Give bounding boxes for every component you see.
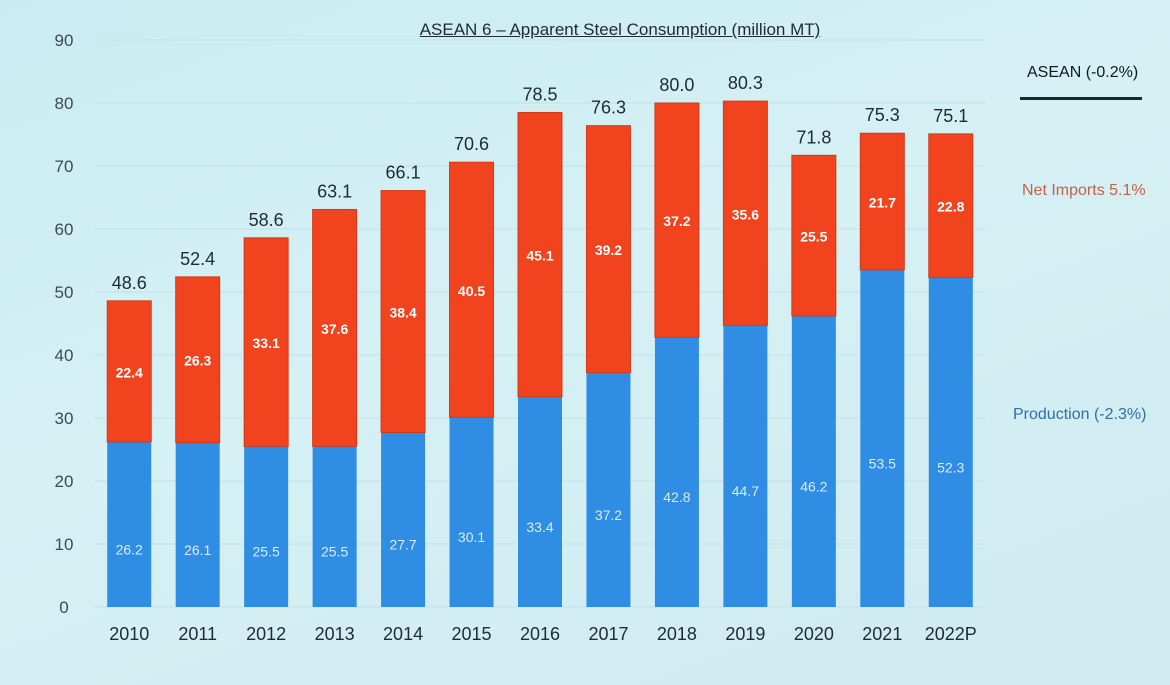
- imports-value-label: 22.8: [937, 199, 964, 215]
- imports-value-label: 33.1: [253, 335, 280, 351]
- production-value-label: 26.1: [184, 542, 211, 558]
- bar-net-imports: [243, 237, 289, 447]
- total-value-label: 48.6: [112, 273, 147, 293]
- legend-total: ASEAN (-0.2%): [1027, 64, 1139, 81]
- y-tick-label: 30: [55, 409, 74, 428]
- y-tick-label: 60: [55, 220, 74, 239]
- x-tick-label: 2017: [588, 624, 628, 644]
- production-value-label: 46.2: [800, 478, 827, 494]
- imports-value-label: 37.2: [663, 213, 690, 229]
- bar-net-imports: [517, 111, 563, 398]
- y-tick-label: 0: [59, 598, 68, 617]
- production-value-label: 42.8: [663, 489, 690, 505]
- x-tick-label: 2010: [109, 624, 149, 644]
- y-tick-label: 20: [55, 472, 74, 491]
- imports-value-label: 26.3: [184, 353, 211, 369]
- production-value-label: 33.4: [526, 519, 553, 535]
- total-value-label: 80.0: [659, 75, 694, 95]
- bar-production: [928, 277, 973, 607]
- bar-net-imports: [449, 161, 495, 418]
- bar-net-imports: [585, 125, 631, 374]
- y-tick-label: 10: [55, 535, 74, 554]
- bar-net-imports: [175, 276, 221, 444]
- total-value-label: 63.1: [317, 181, 352, 201]
- bar-production: [654, 337, 699, 607]
- production-value-label: 25.5: [321, 544, 348, 560]
- y-tick-label: 80: [55, 94, 74, 113]
- bar-net-imports: [791, 154, 837, 317]
- production-value-label: 30.1: [458, 529, 485, 545]
- legend-production: Production (-2.3%): [1013, 406, 1147, 423]
- total-value-label: 75.1: [933, 106, 968, 126]
- x-tick-label: 2015: [452, 624, 492, 644]
- imports-value-label: 35.6: [732, 206, 759, 222]
- bar-production: [518, 396, 562, 607]
- total-value-label: 78.5: [522, 84, 557, 104]
- production-value-label: 37.2: [595, 507, 622, 523]
- bar-production: [723, 325, 768, 607]
- imports-value-label: 21.7: [869, 195, 896, 211]
- production-value-label: 44.7: [732, 483, 759, 499]
- x-tick-label: 2013: [315, 624, 355, 644]
- total-value-label: 58.6: [249, 210, 284, 230]
- total-value-label: 71.8: [796, 127, 831, 147]
- x-tick-label: 2016: [520, 624, 560, 644]
- imports-value-label: 40.5: [458, 283, 485, 299]
- x-tick-label: 2011: [178, 624, 217, 644]
- imports-value-label: 45.1: [526, 248, 553, 264]
- imports-value-label: 38.4: [389, 305, 416, 321]
- chart-title: ASEAN 6 – Apparent Steel Consumption (mi…: [419, 20, 821, 39]
- bar-production: [107, 441, 152, 607]
- x-tick-label: 2014: [383, 624, 423, 644]
- bar-production: [449, 417, 494, 607]
- x-tick-label: 2021: [862, 624, 902, 644]
- bar-net-imports: [380, 190, 426, 433]
- production-value-label: 53.5: [869, 455, 896, 471]
- imports-value-label: 39.2: [595, 242, 622, 258]
- bar-production: [175, 442, 220, 607]
- bar-net-imports: [312, 208, 358, 447]
- imports-value-label: 37.6: [321, 321, 348, 337]
- bar-chart-svg: 0 10 20 30 40 50 60 70 80 90 26.2 22.4 48.6 2010 26.1 2…: [55, 31, 985, 644]
- imports-value-label: 22.4: [116, 364, 143, 380]
- legend-total-underline: [1020, 97, 1142, 100]
- x-tick-label: 2018: [657, 624, 697, 644]
- y-tick-label: 50: [55, 283, 74, 302]
- imports-value-label: 25.5: [800, 229, 827, 245]
- bar-production: [312, 446, 357, 607]
- bar-net-imports: [859, 132, 905, 271]
- total-value-label: 76.3: [591, 98, 626, 118]
- production-value-label: 25.5: [253, 544, 280, 560]
- y-tick-label: 90: [55, 31, 74, 50]
- production-value-label: 27.7: [389, 537, 416, 553]
- bar-net-imports: [106, 300, 152, 443]
- total-value-label: 66.1: [386, 163, 421, 183]
- bar-production: [791, 315, 836, 607]
- bar-production: [586, 372, 631, 607]
- x-tick-label: 2020: [794, 624, 834, 644]
- bar-production: [860, 269, 905, 607]
- bar-net-imports: [654, 102, 700, 338]
- bar-production: [244, 446, 289, 607]
- total-value-label: 70.6: [454, 134, 489, 154]
- x-tick-label: 2022P: [925, 624, 977, 644]
- total-value-label: 52.4: [180, 249, 215, 269]
- production-value-label: 26.2: [116, 541, 143, 557]
- bar-net-imports: [928, 133, 974, 279]
- legend-net-imports: Net Imports 5.1%: [1022, 182, 1146, 199]
- x-tick-label: 2012: [246, 624, 286, 644]
- bar-net-imports: [722, 100, 768, 326]
- total-value-label: 80.3: [728, 73, 763, 93]
- y-tick-label: 40: [55, 346, 74, 365]
- bar-production: [381, 432, 426, 607]
- y-tick-label: 70: [55, 157, 74, 176]
- total-value-label: 75.3: [865, 105, 900, 125]
- production-value-label: 52.3: [937, 459, 964, 475]
- x-tick-label: 2019: [725, 624, 765, 644]
